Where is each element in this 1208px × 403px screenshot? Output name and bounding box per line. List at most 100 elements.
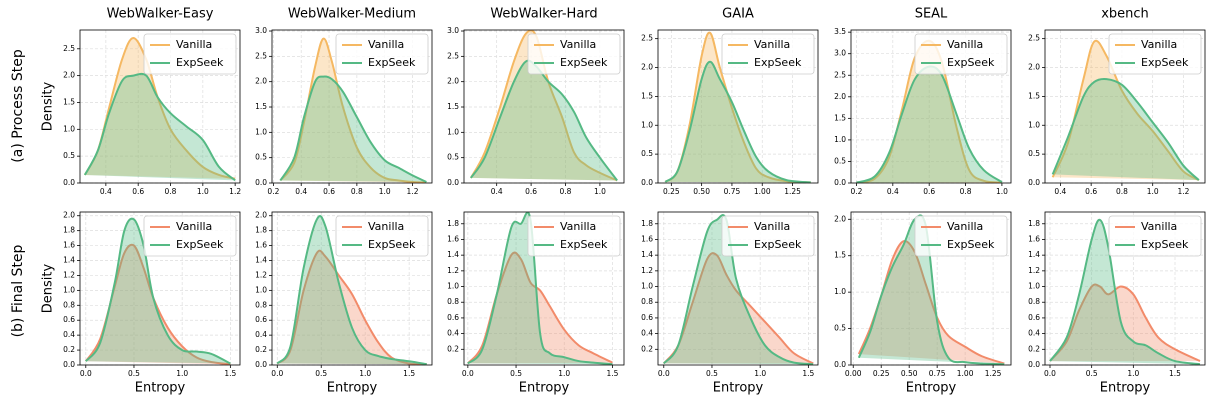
y-tick-label: 0.8 <box>1028 297 1040 306</box>
density-area <box>663 252 814 365</box>
x-tick-label: 1.0 <box>176 369 188 378</box>
x-tick-label: 0.6 <box>1085 187 1097 196</box>
y-tick-label: 0.4 <box>63 330 75 339</box>
x-tick-label: 1.2 <box>229 187 241 196</box>
chart-title: WebWalker-Hard <box>490 7 597 22</box>
y-tick-label: 0.8 <box>641 297 653 306</box>
y-tick-label: 0.8 <box>63 300 75 309</box>
plot-frame <box>271 29 433 184</box>
plot-frame <box>271 211 433 366</box>
y-tick-label: 0.0 <box>1028 360 1040 369</box>
density-area <box>470 59 618 182</box>
x-tick-label: 1.00 <box>754 187 771 196</box>
y-tick-label: 1.0 <box>834 287 846 296</box>
y-tick-label: 2.0 <box>63 211 75 220</box>
y-tick-label: 0.4 <box>641 329 653 338</box>
y-tick-label: 1.2 <box>255 270 267 279</box>
y-tick-label: 2.0 <box>834 92 846 101</box>
y-tick-label: 1.0 <box>641 282 653 291</box>
y-tick-label: 0.0 <box>63 360 75 369</box>
y-tick-label: 0.5 <box>63 151 75 160</box>
y-tick-label: 2.0 <box>63 71 75 80</box>
density-area <box>1051 77 1200 181</box>
legend-label: ExpSeek <box>947 56 995 69</box>
plot-area <box>663 214 814 365</box>
y-tick-label: 1.5 <box>1028 91 1040 100</box>
plot-area <box>276 215 427 365</box>
legend-label: ExpSeek <box>560 238 608 251</box>
y-tick-label: 1.0 <box>1028 282 1040 291</box>
x-tick-label: 1.0 <box>1147 187 1159 196</box>
x-tick-label: 0.2 <box>850 187 862 196</box>
x-tick-label: 0.8 <box>1116 187 1128 196</box>
row-label: (a) Process Step <box>10 49 26 163</box>
y-tick-label: 1.6 <box>447 234 459 243</box>
plot-frame <box>463 211 625 366</box>
x-tick-label: 0.6 <box>525 187 537 196</box>
y-tick-label: 1.8 <box>447 219 459 228</box>
x-tick-label: 0.6 <box>323 187 335 196</box>
y-tick-label: 2.5 <box>641 34 653 43</box>
x-tick-label: 0.5 <box>315 369 327 378</box>
x-tick-label: 0.4 <box>491 187 503 196</box>
y-tick-label: 1.0 <box>255 127 267 136</box>
y-tick-label: 1.6 <box>255 241 267 250</box>
y-tick-label: 2.5 <box>834 70 846 79</box>
subplot: 0.00 0.25 0.50 0.75 1.00 1.25 0.0 0.5 1.0 1.5 2.0 V… <box>834 211 1012 396</box>
y-tick-label: 2.0 <box>255 211 267 220</box>
y-tick-label: 1.5 <box>63 97 75 106</box>
x-tick-label: 1.5 <box>403 369 415 378</box>
y-tick-label: 1.8 <box>1028 219 1040 228</box>
x-tick-label: 1.0 <box>594 187 606 196</box>
y-tick-label: 1.8 <box>641 219 653 228</box>
x-tick-label: 0.4 <box>887 187 899 196</box>
density-area <box>1049 218 1201 365</box>
y-tick-label: 1.6 <box>63 241 75 250</box>
density-area <box>84 217 231 365</box>
chart-title: WebWalker-Easy <box>107 7 214 22</box>
y-tick-label: 0.5 <box>834 156 846 165</box>
plot-frame <box>463 29 625 184</box>
y-tick-label: 0.5 <box>447 153 459 162</box>
y-tick-label: 0.0 <box>63 178 75 187</box>
subplot: 0.2 0.4 0.6 0.8 1.0 1.2 0.0 0.5 1.0 1.5 2.0 2.5 3.0 V… <box>255 7 433 196</box>
y-tick-label: 0.2 <box>255 345 267 354</box>
x-tick-label: 0.4 <box>1054 187 1066 196</box>
x-tick-label: 1.5 <box>1169 369 1181 378</box>
y-tick-label: 1.4 <box>447 250 459 259</box>
x-tick-label: 0.4 <box>295 187 307 196</box>
y-tick-label: 2.5 <box>255 51 267 60</box>
y-tick-label: 1.0 <box>641 120 653 129</box>
subplot: 0.2 0.4 0.6 0.8 1.0 0.0 0.5 1.0 1.5 2.0 2.5 3.0 3.5 V… <box>834 7 1012 196</box>
legend-label: Vanilla <box>368 220 404 233</box>
legend-label: ExpSeek <box>1141 238 1189 251</box>
x-tick-label: 0.25 <box>663 187 680 196</box>
subplot: 0.25 0.50 0.75 1.00 1.25 0.0 0.5 1.0 1.5 2.0 2.5 Va… <box>641 7 819 196</box>
x-tick-label: 1.0 <box>1127 369 1139 378</box>
subplot: 0.4 0.6 0.8 1.0 0.0 0.5 1.0 1.5 2.0 2.5 3.0 Vanilla… <box>447 7 625 196</box>
y-tick-label: 1.8 <box>255 226 267 235</box>
x-tick-label: 0.4 <box>100 187 112 196</box>
x-tick-label: 1.25 <box>985 369 1002 378</box>
x-tick-label: 0.8 <box>560 187 572 196</box>
y-tick-label: 1.0 <box>63 285 75 294</box>
legend-label: ExpSeek <box>754 56 802 69</box>
x-tick-label: 0.6 <box>132 187 144 196</box>
density-area <box>83 37 236 180</box>
y-tick-label: 1.5 <box>447 102 459 111</box>
x-axis-label: Entropy <box>713 381 764 396</box>
y-tick-label: 1.0 <box>447 127 459 136</box>
y-tick-label: 2.5 <box>63 44 75 53</box>
y-tick-label: 0.2 <box>447 344 459 353</box>
y-tick-label: 0.0 <box>1028 178 1040 187</box>
x-tick-label: 1.2 <box>407 187 419 196</box>
y-tick-label: 3.5 <box>834 27 846 36</box>
y-tick-label: 2.5 <box>447 51 459 60</box>
y-tick-label: 1.4 <box>641 250 653 259</box>
legend-label: Vanilla <box>560 220 596 233</box>
x-tick-label: 0.25 <box>873 369 890 378</box>
y-tick-label: 0.6 <box>255 315 267 324</box>
subplot: 0.0 0.5 1.0 1.5 0.2 0.4 0.6 0.8 1.0 1.2 1.4 1.6 1.8 V… <box>447 211 625 396</box>
y-tick-label: 1.2 <box>641 266 653 275</box>
